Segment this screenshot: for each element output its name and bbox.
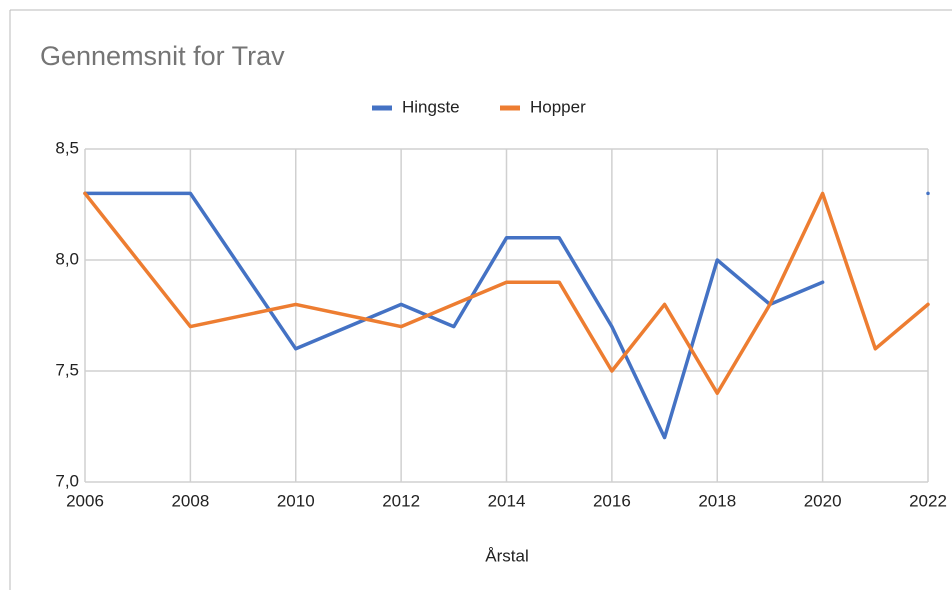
y-tick-label: 8,5: [55, 138, 79, 157]
x-tick-label: 2012: [382, 491, 420, 510]
y-tick-label: 7,0: [55, 471, 79, 490]
grid: [84, 148, 929, 483]
y-tick-label: 8,0: [55, 249, 79, 268]
lines: [83, 191, 930, 440]
series-line: [83, 191, 930, 440]
series-line: [83, 191, 930, 395]
x-tick-label: 2006: [66, 491, 104, 510]
x-tick-label: 2020: [804, 491, 842, 510]
chart-title: Gennemsnit for Trav: [40, 41, 285, 71]
legend: Hingste Hopper: [372, 97, 586, 116]
legend-label: Hopper: [530, 97, 586, 116]
x-tick-label: 2018: [698, 491, 736, 510]
x-tick-label: 2008: [171, 491, 209, 510]
y-tick-label: 7,5: [55, 360, 79, 379]
x-tick-label: 2016: [593, 491, 631, 510]
legend-label: Hingste: [402, 97, 460, 116]
x-tick-label: 2010: [277, 491, 315, 510]
x-tick-label: 2022: [909, 491, 947, 510]
x-tick-label: 2014: [488, 491, 526, 510]
x-axis-label: Årstal: [485, 546, 528, 565]
